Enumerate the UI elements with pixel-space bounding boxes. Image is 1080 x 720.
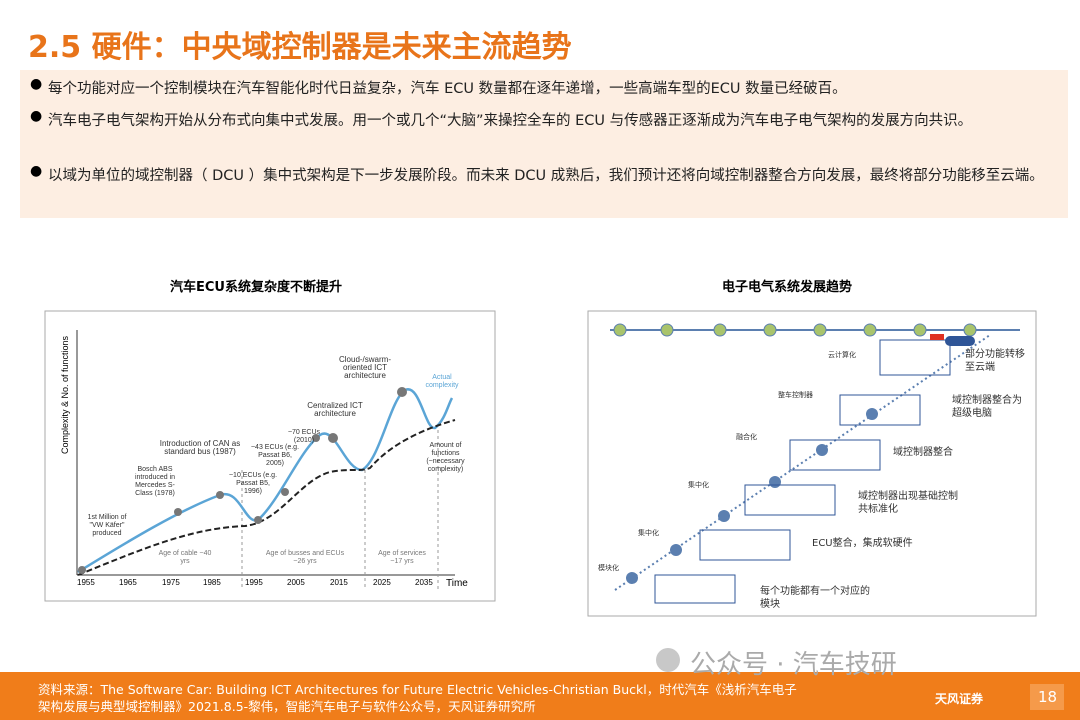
x-tick-label: 2005 xyxy=(287,578,305,587)
annotation: Age of busses and ECUs ~26 yrs xyxy=(265,550,345,565)
x-tick-label: 1975 xyxy=(162,578,180,587)
stage-label: 模块化 xyxy=(598,564,619,572)
x-tick-label: 1985 xyxy=(203,578,221,587)
stage-label: 集中化 xyxy=(688,481,709,489)
stage-description: 域控制器整合 xyxy=(893,447,953,458)
stage-description: 每个功能都有一个对应的模块 xyxy=(760,586,870,610)
left-figure-frame xyxy=(44,310,496,602)
annotation: ~70 ECUs (2010) xyxy=(287,429,321,444)
stage-label: 云计算化 xyxy=(828,351,856,359)
right-figure-frame xyxy=(587,310,1037,617)
bullet-dot: ● xyxy=(30,163,43,179)
stage-description: 部分功能转移至云端 xyxy=(965,349,1025,373)
bullet: 以域为单位的域控制器（ DCU ）集中式架构是下一步发展阶段。而未来 DCU 成… xyxy=(48,168,1044,184)
bullet-dot: ● xyxy=(30,76,43,92)
stage-label: 集中化 xyxy=(638,529,659,537)
x-axis-label: Time xyxy=(446,578,468,589)
watermark: 公众号 · 汽车技研 xyxy=(690,650,897,680)
source: 资料来源：The Software Car: Building ICT Arch… xyxy=(38,682,797,714)
x-tick-label: 1955 xyxy=(77,578,95,587)
x-tick-label: 1965 xyxy=(119,578,137,587)
bullet: 汽车电子电气架构开始从分布式向集中式发展。用一个或几个“大脑”来操控全车的 EC… xyxy=(48,113,973,129)
footer-band xyxy=(0,672,1080,720)
wechat-icon xyxy=(656,648,680,672)
stage-description: 域控制器出现基础控制共标准化 xyxy=(858,491,958,515)
annotation: ~43 ECUs (e.g. Passat B6, 2005) xyxy=(250,444,300,467)
era-dividers xyxy=(241,430,439,590)
bullet: 每个功能对应一个控制模块在汽车智能化时代日益复杂，汽车 ECU 数量都在逐年递增… xyxy=(48,81,847,97)
page-number: 18 xyxy=(1038,688,1058,706)
functions-line xyxy=(77,419,456,576)
annotation: Age of cable ~40 yrs xyxy=(158,550,212,565)
annotation: Age of services ~17 yrs xyxy=(378,550,426,565)
annotation: ~10 ECUs (e.g. Passat B5, 1996) xyxy=(228,472,278,495)
annotation: Bosch ABS introduced in Mercedes S-Class… xyxy=(134,466,176,497)
stage-description: 域控制器整合为超级电脑 xyxy=(952,395,1022,419)
annotation: Introduction of CAN as standard bus (198… xyxy=(159,439,241,456)
figure-title: 电子电气系统发展趋势 xyxy=(722,280,853,295)
figure-title: 汽车ECU系统复杂度不断提升 xyxy=(170,280,342,295)
x-tick-label: 2025 xyxy=(373,578,391,587)
page-box xyxy=(1030,684,1064,710)
annotation: Cloud-/swarm-oriented ICT architecture xyxy=(338,355,391,380)
annotation: Amount of functions (~necessary complexi… xyxy=(426,442,465,473)
bullet-box xyxy=(20,70,1068,218)
annotation: 1st Million of "VW Käfer" produced xyxy=(87,514,127,537)
bullet-dot: ● xyxy=(30,108,43,124)
stage-description: ECU整合，集成软硬件 xyxy=(812,538,913,549)
logo: 天风证券 xyxy=(935,692,984,706)
module-blocks xyxy=(654,334,975,604)
milestone-dots xyxy=(78,387,407,574)
stage-label: 融合化 xyxy=(736,433,757,441)
annotation: Actual complexity xyxy=(425,374,459,389)
x-tick-label: 2035 xyxy=(415,578,433,587)
x-tick-label: 1995 xyxy=(245,578,263,587)
timeline-nodes xyxy=(613,323,977,337)
annotation: Centralized ICT architecture xyxy=(307,401,363,418)
y-axis-label: Complexity & No. of functions xyxy=(60,335,70,455)
stage-label: 整车控制器 xyxy=(778,391,813,399)
x-tick-label: 2015 xyxy=(330,578,348,587)
title: 2.5 硬件：中央域控制器是未来主流趋势 xyxy=(28,30,572,65)
